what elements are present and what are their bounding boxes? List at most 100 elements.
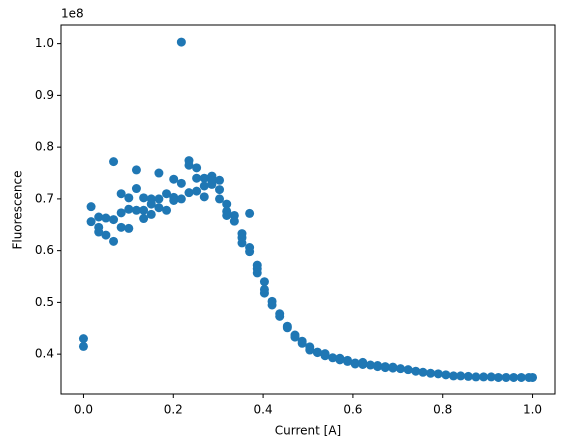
- point: [124, 193, 134, 203]
- point: [426, 368, 436, 378]
- point: [116, 189, 126, 199]
- point: [199, 181, 209, 191]
- point: [471, 372, 481, 382]
- point: [94, 227, 104, 237]
- point: [207, 179, 217, 189]
- point: [146, 199, 156, 209]
- point: [509, 372, 519, 382]
- y-offset-label: 1e8: [61, 7, 84, 21]
- x-axis-label: Current [A]: [275, 424, 341, 438]
- y-tick-label: 0.9: [35, 88, 54, 102]
- point: [463, 371, 473, 381]
- point: [169, 174, 179, 184]
- point: [139, 205, 149, 215]
- point: [320, 351, 330, 361]
- y-tick-label: 1.0: [35, 36, 54, 50]
- point: [146, 209, 156, 219]
- point: [139, 193, 149, 203]
- point: [116, 208, 126, 218]
- x-tick-label: 0.6: [343, 403, 362, 417]
- x-tick-label: 0.4: [254, 403, 273, 417]
- point: [154, 203, 164, 213]
- point: [343, 356, 353, 366]
- point: [245, 208, 255, 218]
- x-tick-label: 0.8: [433, 403, 452, 417]
- x-tick-label: 0.2: [164, 403, 183, 417]
- point: [192, 173, 202, 183]
- point: [215, 185, 225, 195]
- point: [388, 363, 398, 373]
- point: [328, 353, 338, 363]
- y-tick-label: 0.4: [35, 347, 54, 361]
- point: [131, 165, 141, 175]
- point: [222, 210, 232, 220]
- point: [176, 178, 186, 188]
- point: [259, 277, 269, 287]
- point: [267, 300, 277, 310]
- point: [312, 348, 322, 358]
- point: [131, 184, 141, 194]
- point: [86, 217, 96, 227]
- point: [516, 372, 526, 382]
- point: [441, 370, 451, 380]
- point: [162, 189, 172, 199]
- point: [78, 334, 88, 344]
- point: [192, 186, 202, 196]
- point: [176, 194, 186, 204]
- y-axis-label: Fluorescence: [11, 170, 25, 249]
- point: [215, 194, 225, 204]
- point: [154, 168, 164, 178]
- point: [215, 175, 225, 185]
- y-tick-label: 0.7: [35, 191, 54, 205]
- point: [305, 345, 315, 355]
- point: [252, 268, 262, 278]
- point: [245, 247, 255, 257]
- point: [403, 365, 413, 375]
- point: [124, 223, 134, 233]
- point: [449, 371, 459, 381]
- point: [259, 288, 269, 298]
- point: [486, 372, 496, 382]
- point: [124, 204, 134, 214]
- point: [192, 163, 202, 173]
- point: [109, 215, 119, 225]
- plot-frame: [60, 24, 556, 395]
- point: [199, 173, 209, 183]
- point: [199, 192, 209, 202]
- point: [290, 332, 300, 342]
- y-tick-label: 0.6: [35, 243, 54, 257]
- point: [297, 338, 307, 348]
- point: [411, 366, 421, 376]
- point: [109, 157, 119, 167]
- point: [418, 367, 428, 377]
- point: [184, 160, 194, 170]
- point: [501, 372, 511, 382]
- x-tick-label: 1.0: [523, 403, 542, 417]
- point: [528, 372, 538, 382]
- point: [139, 214, 149, 224]
- point: [101, 230, 111, 240]
- point: [365, 360, 375, 370]
- point: [373, 362, 383, 372]
- point: [162, 205, 172, 215]
- point: [222, 199, 232, 209]
- point: [229, 216, 239, 226]
- point: [176, 37, 186, 47]
- point: [184, 188, 194, 198]
- point: [335, 355, 345, 365]
- point: [109, 236, 119, 246]
- point: [237, 238, 247, 248]
- point: [493, 372, 503, 382]
- point: [86, 202, 96, 212]
- y-tick-label: 0.5: [35, 295, 54, 309]
- point: [116, 222, 126, 232]
- point: [380, 363, 390, 373]
- point: [169, 195, 179, 205]
- point: [154, 194, 164, 204]
- point: [94, 212, 104, 222]
- point: [358, 360, 368, 370]
- point: [479, 372, 489, 382]
- point: [433, 369, 443, 379]
- point: [78, 341, 88, 351]
